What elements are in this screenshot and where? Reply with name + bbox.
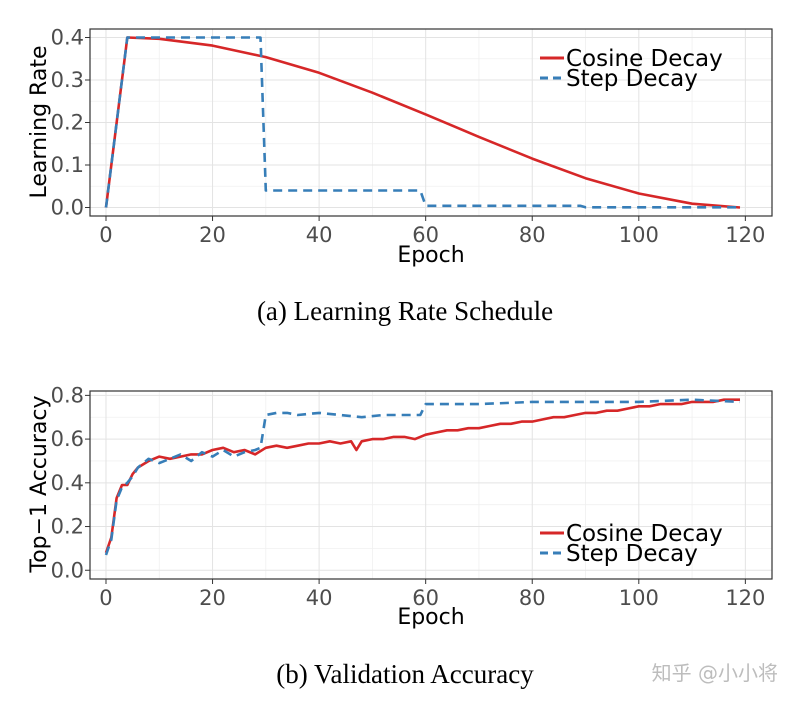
acc-y-ticks: 0.0 0.2 0.4 0.6 0.8	[51, 383, 90, 582]
acc-x-tick-label: 20	[199, 586, 226, 610]
acc-x-tick-label: 40	[306, 586, 333, 610]
lr-x-tick-label: 120	[725, 223, 765, 247]
lr-y-ticks: 0.0 0.1 0.2 0.3 0.4	[51, 26, 90, 220]
lr-lines	[104, 36, 741, 209]
acc-x-ticks: 0 20 40 60 80 100 120	[99, 579, 765, 610]
acc-y-tick-label: 0.8	[51, 383, 84, 407]
acc-y-tick-label: 0.4	[51, 471, 84, 495]
lr-x-tick-label: 20	[199, 223, 226, 247]
acc-y-tick-label: 0.6	[51, 427, 84, 451]
acc-series-cosine-decay	[104, 398, 740, 554]
lr-chart: 0 20 40 60 80 100 120 0.0 0.1 0.2 0.3 0.4 Epoch Le…	[27, 26, 773, 326]
acc-legend-label-step: Step Decay	[566, 541, 698, 567]
lr-caption: (a) Learning Rate Schedule	[257, 296, 553, 326]
acc-caption: (b) Validation Accuracy	[276, 659, 534, 689]
lr-grid	[90, 29, 772, 216]
acc-y-axis-label: Top−1 Accuracy	[27, 396, 52, 574]
lr-y-tick-label: 0.2	[51, 111, 84, 135]
lr-y-tick-label: 0.3	[51, 68, 84, 92]
acc-legend-label-cosine: Cosine Decay	[566, 521, 723, 547]
lr-series-step-decay	[104, 36, 740, 209]
acc-chart: 0 20 40 60 80 100 120 0.0 0.2 0.4 0.6 0.8 Epoch To…	[27, 383, 773, 689]
acc-x-tick-label: 100	[619, 586, 659, 610]
lr-x-axis-label: Epoch	[397, 243, 464, 268]
lr-y-tick-label: 0.1	[51, 153, 84, 177]
lr-x-tick-label: 60	[412, 223, 439, 247]
watermark: 知乎 @小小将	[652, 661, 778, 685]
acc-y-tick-label: 0.0	[51, 558, 84, 582]
acc-plot-background	[90, 391, 772, 579]
acc-x-tick-label: 120	[725, 586, 765, 610]
lr-legend-label-step: Step Decay	[566, 66, 698, 92]
acc-series-step-decay	[104, 398, 741, 556]
lr-x-tick-label: 40	[306, 223, 333, 247]
acc-lines	[104, 398, 741, 556]
lr-legend: Cosine Decay Step Decay	[540, 46, 723, 92]
lr-x-ticks: 0 20 40 60 80 100 120	[99, 216, 765, 247]
acc-x-axis-label: Epoch	[397, 605, 464, 630]
lr-legend-label-cosine: Cosine Decay	[566, 46, 723, 72]
lr-y-axis-label: Learning Rate	[27, 46, 52, 199]
acc-plot-border	[89, 390, 773, 580]
lr-series-cosine-decay	[104, 36, 741, 209]
acc-grid	[90, 391, 772, 579]
lr-x-tick-label: 80	[519, 223, 546, 247]
lr-y-tick-label: 0.4	[51, 26, 84, 50]
lr-y-tick-label: 0.0	[51, 196, 84, 220]
lr-x-tick-label: 100	[619, 223, 659, 247]
acc-legend: Cosine Decay Step Decay	[540, 521, 723, 567]
lr-x-tick-label: 0	[99, 223, 112, 247]
acc-y-tick-label: 0.2	[51, 515, 84, 539]
acc-x-tick-label: 60	[412, 586, 439, 610]
acc-x-tick-label: 0	[99, 586, 112, 610]
acc-x-tick-label: 80	[519, 586, 546, 610]
